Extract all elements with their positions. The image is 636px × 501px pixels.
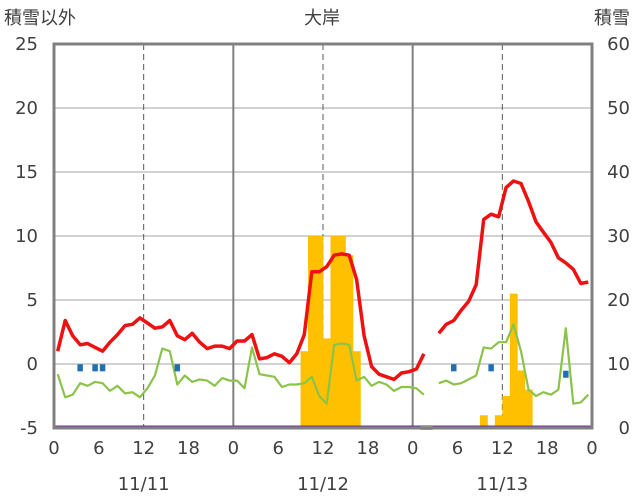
snow-bar [315,236,324,428]
snow-bar [352,351,361,428]
lines-layer [55,179,590,405]
x-tick-label: 0 [228,438,239,459]
date-label: 11/13 [476,474,528,495]
blue-markers-layer [77,364,569,378]
x-tick-label: 12 [312,438,335,459]
x-tick-label: 12 [491,438,514,459]
left-y-tick-label: -5 [20,418,38,439]
left-y-tick-label: 15 [15,162,38,183]
snow-bar [509,293,518,428]
left-y-tick-label: 5 [27,290,38,311]
snow-bar [323,338,331,428]
x-tick-label: 18 [356,438,379,459]
right-y-tick-label: 50 [607,98,630,119]
right-y-tick-label: 60 [607,34,630,55]
right-axis-label: 積雪 [594,8,630,29]
left-y-tick-label: 10 [15,226,38,247]
left-y-tick-label: 0 [27,354,38,375]
snow-bar [502,396,511,428]
right-y-tick-label: 30 [607,226,630,247]
left-y-tick-label: 25 [15,34,38,55]
x-tick-label: 12 [132,438,155,459]
plot-frame [52,42,594,430]
x-tick-label: 6 [272,438,283,459]
snow-bars-layer [300,236,533,428]
snow-bar [517,370,526,428]
left-y-tick-label: 20 [15,98,38,119]
date-label: 11/12 [297,474,349,495]
blue-marker [77,364,83,372]
blue-marker [92,364,98,372]
blue-marker [488,364,494,372]
right-y-tick-label: 20 [607,290,630,311]
x-tick-label: 0 [407,438,418,459]
blue-marker [99,364,106,372]
snow-bar [337,236,346,428]
x-tick-label: 18 [536,438,559,459]
right-y-tick-label: 0 [619,418,630,439]
x-tick-label: 6 [452,438,463,459]
left-axis-label: 積雪以外 [4,8,76,29]
date-label: 11/11 [118,474,170,495]
chart-title: 大岸 [304,8,340,29]
x-tick-label: 0 [48,438,59,459]
snow-bar [300,351,309,428]
blue-marker [451,364,457,372]
snow-bar [479,415,488,428]
x-tick-label: 0 [586,438,597,459]
snow-bar [330,236,339,428]
x-tick-label: 18 [177,438,200,459]
blue-marker [174,364,181,372]
right-y-tick-label: 40 [607,162,630,183]
snow-bar [345,255,354,428]
snow-bar [494,415,503,428]
red-line [55,252,426,382]
snow-bar [524,389,533,428]
green-line [56,342,425,405]
right-y-tick-label: 10 [607,354,630,375]
x-tick-label: 6 [93,438,104,459]
snow-bar [308,236,316,428]
red-line [437,179,589,335]
blue-marker [563,370,569,378]
axis-layer [52,42,594,430]
green-line [438,323,590,405]
